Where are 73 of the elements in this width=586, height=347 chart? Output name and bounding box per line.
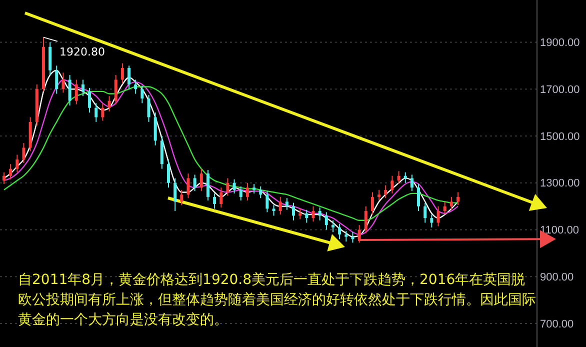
candlestick	[338, 223, 342, 240]
candlestick	[193, 174, 196, 192]
candlestick	[226, 178, 230, 196]
candlestick	[128, 65, 131, 90]
candlestick	[206, 169, 210, 201]
candlestick	[246, 182, 249, 201]
candlestick	[186, 173, 190, 199]
candlestick	[259, 186, 262, 199]
candlestick	[62, 72, 65, 94]
candlestick	[292, 202, 296, 221]
candlestick	[318, 206, 322, 221]
candlestick	[312, 206, 315, 222]
candlestick	[456, 192, 460, 206]
candlestick	[331, 220, 334, 233]
annotation: 1920.80	[59, 45, 105, 58]
candlestick	[108, 96, 111, 112]
candlestick	[94, 102, 98, 122]
candlestick	[358, 224, 361, 244]
candlestick	[285, 198, 288, 210]
candlestick	[120, 62, 124, 84]
candlestick	[397, 170, 400, 185]
candlestick	[220, 187, 223, 208]
candlestick	[430, 214, 434, 228]
candlestick	[239, 186, 242, 201]
candlestick	[147, 94, 150, 122]
candlestick	[160, 135, 164, 170]
candlestick	[174, 178, 177, 212]
y-tick-label: 1900.00	[540, 37, 580, 50]
candlestick	[364, 206, 368, 234]
candlestick	[68, 74, 72, 106]
candlestick	[200, 168, 203, 192]
candlestick	[424, 202, 427, 224]
candlestick	[252, 184, 256, 194]
candlestick	[134, 79, 138, 94]
annotation: 自2011年8月，黄金价格达到1920.8美元后一直处于下跌趋势，2016年在英国脱欧公投期间有所上涨，但整体趋势随着美国经济的好转依然处于下跌行情。因此国际黄金的一个大方向是没有改变的。	[18, 271, 537, 330]
candlestick	[417, 184, 420, 212]
candlestick	[101, 102, 104, 122]
y-tick-label: 700.00	[540, 318, 574, 330]
candlestick	[48, 42, 52, 76]
candlestick	[22, 142, 26, 164]
candlestick	[436, 206, 440, 227]
candlestick	[305, 209, 308, 224]
candlestick	[384, 184, 388, 199]
y-tick-label: 1500.00	[540, 130, 580, 143]
candlestick	[88, 87, 92, 114]
candlestick	[344, 230, 348, 242]
candlestick	[154, 112, 157, 146]
candlestick	[272, 204, 276, 216]
candlestick	[213, 192, 216, 210]
candlestick	[378, 189, 381, 201]
candlestick	[266, 190, 269, 213]
y-tick-label: 1300.00	[540, 178, 580, 190]
candlestick	[324, 212, 328, 230]
candlestick	[180, 189, 184, 206]
candlestick	[55, 65, 58, 94]
candlestick	[16, 154, 19, 173]
candlestick	[74, 79, 78, 105]
candlestick	[232, 178, 236, 194]
candlestick	[410, 174, 414, 192]
candlestick	[9, 164, 12, 180]
candlestick	[443, 201, 446, 216]
candlestick	[390, 175, 394, 194]
candlestick	[114, 74, 118, 105]
y-tick-label: 1100.00	[540, 224, 579, 237]
candlestick	[81, 79, 84, 97]
candlestick	[2, 172, 6, 185]
y-tick-label: 900.00	[540, 272, 574, 284]
candlestick	[450, 196, 453, 210]
y-tick-label: 1700.00	[540, 84, 580, 96]
candlestick	[166, 158, 170, 188]
candlestick	[370, 192, 374, 216]
candlestick	[140, 85, 144, 104]
candlestick	[278, 196, 282, 216]
